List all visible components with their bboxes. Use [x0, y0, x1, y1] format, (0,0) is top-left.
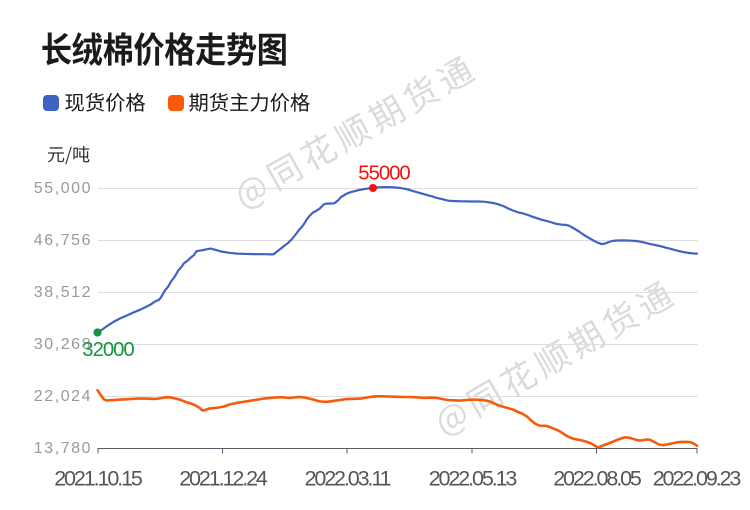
- svg-text:2022.09.23: 2022.09.23: [653, 466, 742, 490]
- svg-text:2021.10.15: 2021.10.15: [54, 466, 143, 490]
- svg-text:46,756: 46,756: [34, 232, 92, 249]
- svg-text:55,000: 55,000: [34, 180, 92, 197]
- svg-text:55000: 55000: [358, 163, 410, 185]
- svg-text:32000: 32000: [82, 339, 134, 361]
- svg-text:2022.03.11: 2022.03.11: [304, 466, 390, 490]
- svg-text:2022.08.05: 2022.08.05: [553, 466, 642, 490]
- svg-text:13,780: 13,780: [34, 440, 92, 457]
- svg-text:2022.05.13: 2022.05.13: [429, 466, 518, 490]
- svg-text:38,512: 38,512: [34, 284, 92, 301]
- svg-text:2021.12.24: 2021.12.24: [179, 466, 268, 490]
- svg-text:30,268: 30,268: [34, 336, 92, 353]
- svg-text:22,024: 22,024: [34, 388, 92, 405]
